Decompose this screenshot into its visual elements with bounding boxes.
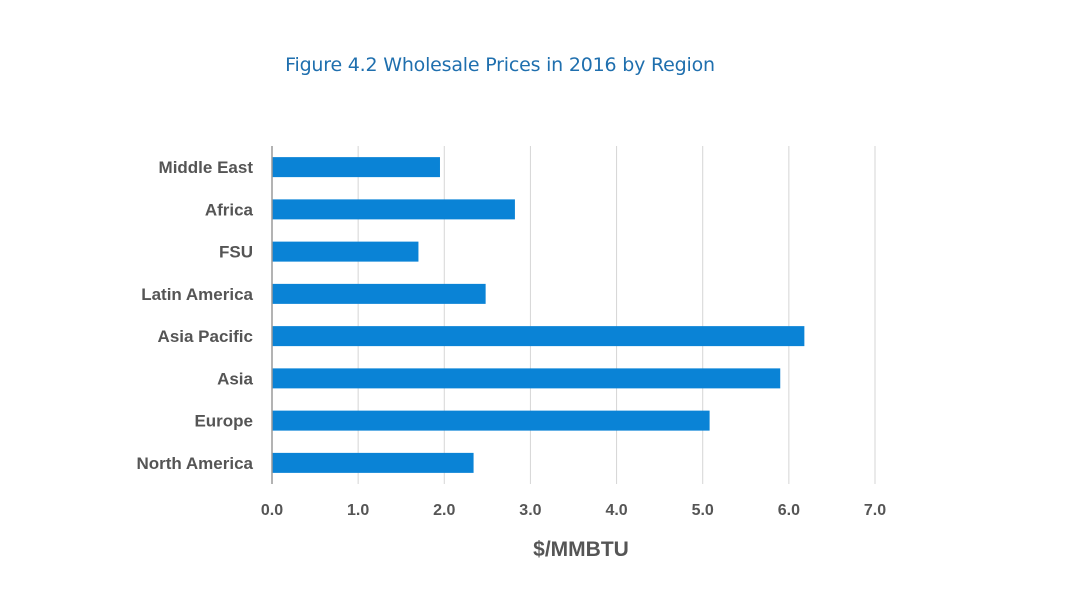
bar [272,283,486,304]
gridlines [357,146,876,484]
bar [272,199,515,220]
x-tick-label: 1.0 [347,502,369,519]
bar [272,368,781,389]
bar [272,241,419,262]
bars [272,157,805,473]
chart-title: Figure 4.2 Wholesale Prices in 2016 by R… [285,54,715,76]
x-tick-label: 3.0 [519,502,541,519]
category-labels: Middle East Africa FSU Latin America Asia Pa… [136,158,253,473]
x-axis-label: $/MMBTU [533,538,629,561]
x-tick-label: 6.0 [778,502,800,519]
x-tick-labels: 0.0 1.0 2.0 3.0 4.0 5.0 6.0 7.0 [261,502,886,519]
category-label: Latin America [141,285,253,304]
x-tick-label: 7.0 [864,502,886,519]
category-label: North America [136,454,253,473]
x-tick-label: 5.0 [692,502,714,519]
x-tick-label: 0.0 [261,502,283,519]
category-label: Asia Pacific [158,327,253,346]
x-tick-label: 2.0 [433,502,455,519]
bar [272,452,474,473]
bar [272,326,805,347]
category-label: FSU [219,243,253,262]
category-label: Asia [217,369,253,388]
category-label: Europe [194,412,253,431]
bar [272,157,440,178]
category-label: Africa [205,200,254,219]
bar [272,410,710,431]
x-tick-label: 4.0 [605,502,627,519]
category-label: Middle East [159,158,254,177]
